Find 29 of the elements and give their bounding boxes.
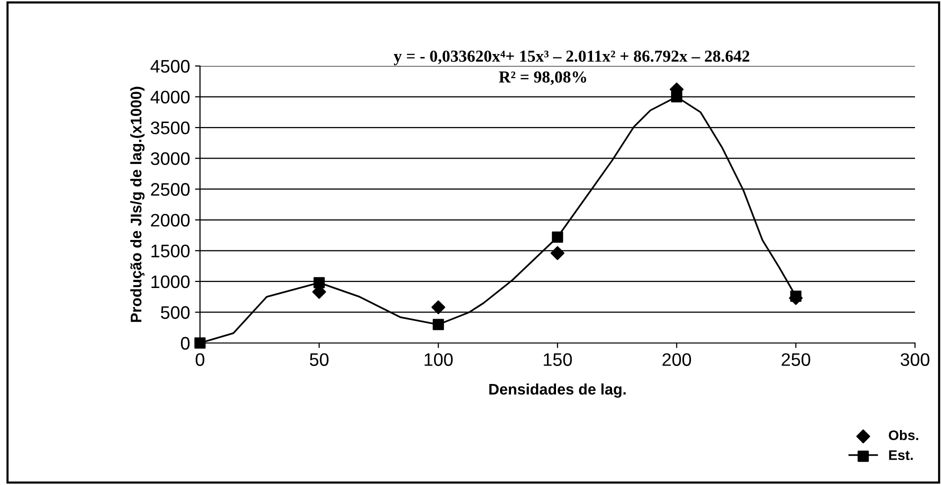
y-tick-label: 1000	[151, 275, 190, 288]
legend-label: Est.	[889, 450, 913, 460]
x-tick-label: 100	[424, 353, 453, 366]
point	[314, 277, 325, 288]
text: y = - 0,033620x⁴+ 15x³ – 2.011x² + 86.792x – 28.642	[394, 50, 750, 66]
x-tick-label: 250	[782, 353, 810, 366]
x-tick-label: 50	[310, 353, 329, 366]
point	[552, 232, 564, 243]
point	[432, 318, 444, 330]
legend-label: Obs.	[888, 430, 918, 440]
y-tick-label: 3000	[150, 152, 190, 166]
x-tick-label: 150	[544, 353, 572, 366]
point	[431, 300, 446, 314]
y-tick-label: 2000	[151, 214, 190, 227]
y-tick-label: 0	[180, 336, 190, 350]
point	[550, 246, 564, 260]
point	[194, 337, 206, 349]
y-tick-label: 1500	[151, 244, 190, 258]
x-axis-title: Densidades de lag.	[489, 383, 626, 398]
x-tick-label: 200	[662, 353, 692, 366]
y-tick-label: 3500	[150, 121, 190, 134]
x-tick-label: 0	[196, 353, 204, 366]
y-tick-label: 2500	[151, 183, 190, 196]
x-tick-label: 300	[900, 353, 930, 366]
y-tick-label: 4500	[150, 60, 190, 73]
annotation: R² = 98,08%	[498, 71, 586, 86]
y-tick-label: 500	[160, 306, 190, 319]
y-tick-label: 4000	[150, 90, 190, 104]
y-axis-title: Produção de JIs/g de lag.(x1000)	[130, 86, 145, 322]
